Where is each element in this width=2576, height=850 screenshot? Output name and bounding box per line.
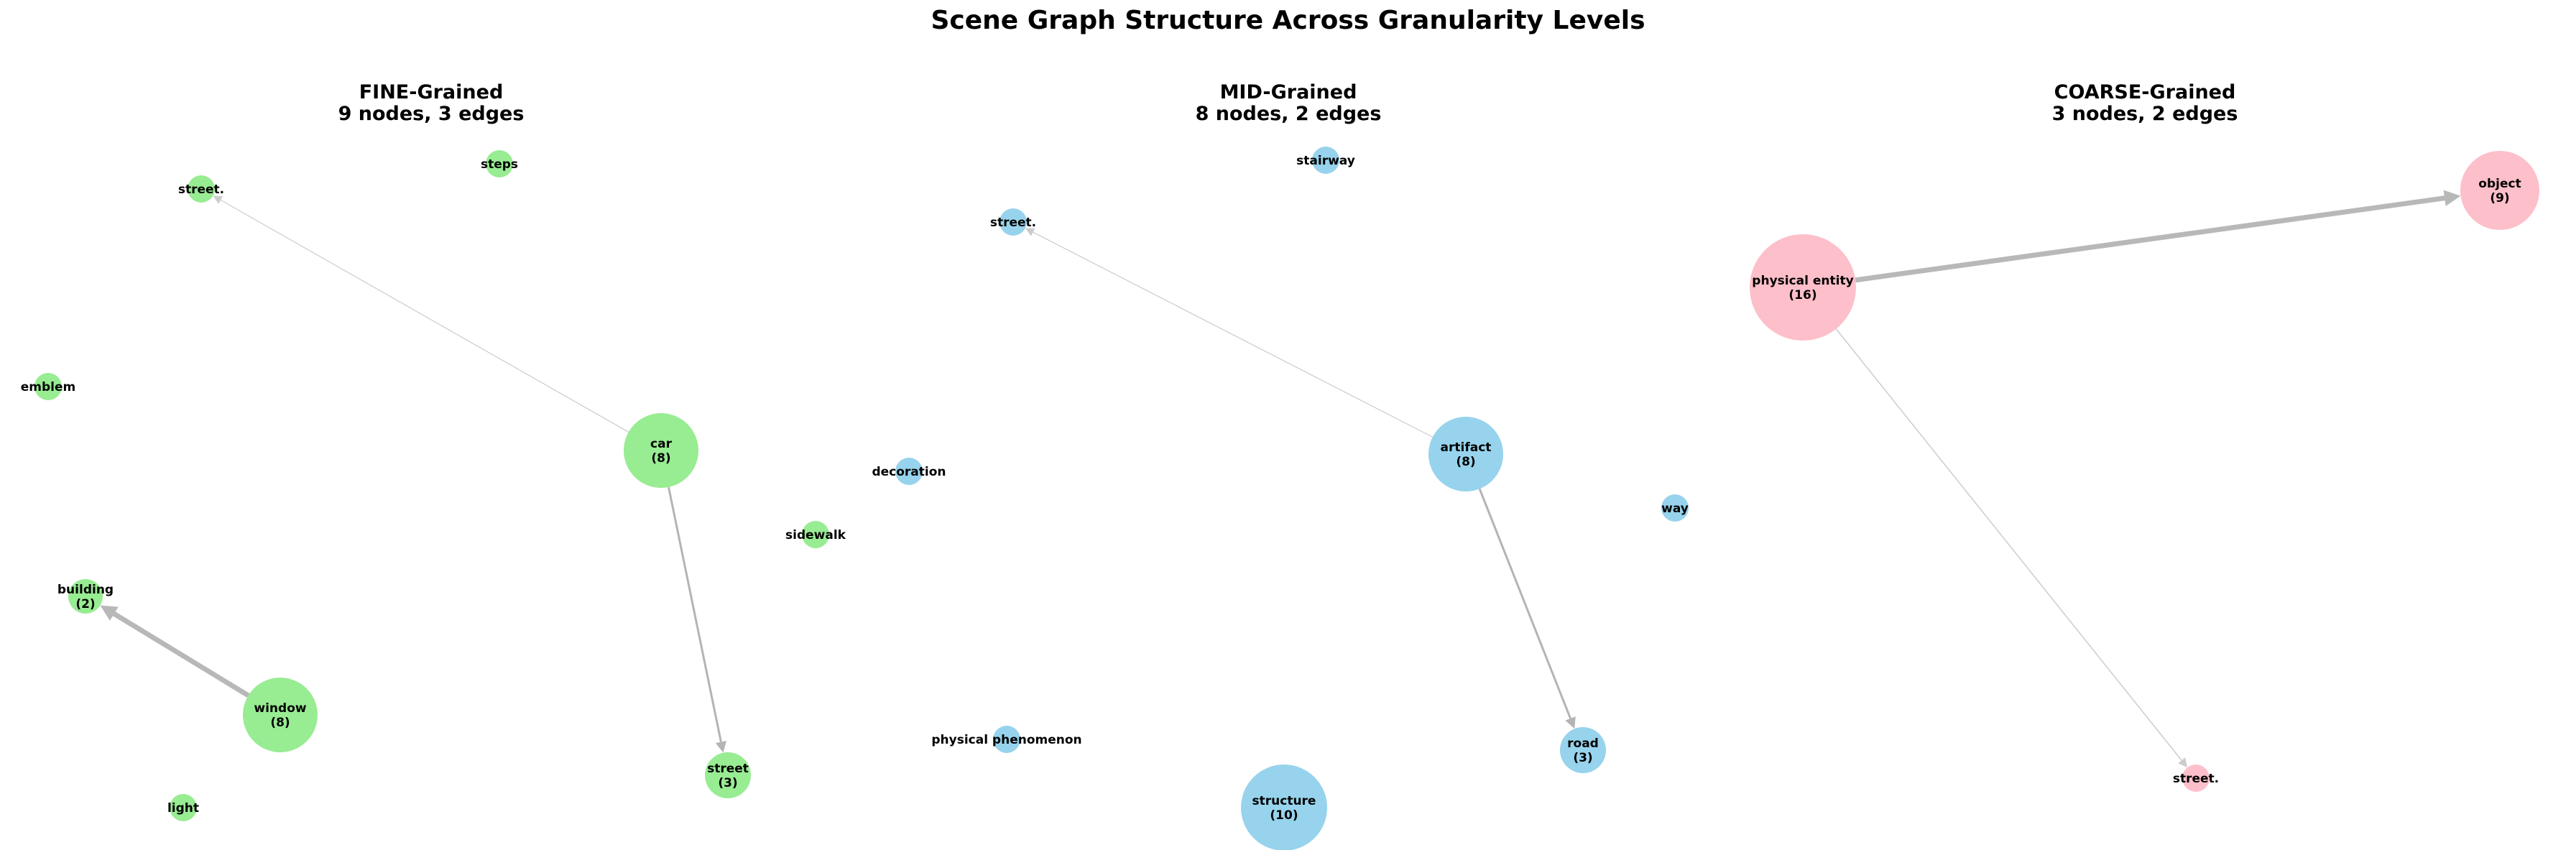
node-coarse-object[interactable] bbox=[2460, 151, 2539, 230]
node-name: emblem bbox=[21, 380, 75, 394]
node-fine-street_dot[interactable] bbox=[188, 175, 215, 203]
node-label-fine-street: street (3) bbox=[707, 762, 749, 790]
node-count: (16) bbox=[1788, 288, 1816, 302]
node-name: artifact bbox=[1441, 440, 1492, 455]
node-fine-street[interactable] bbox=[705, 752, 751, 798]
node-name: light bbox=[167, 801, 199, 816]
node-label-mid-street_dot: street. bbox=[990, 216, 1036, 230]
edge-arrowhead-coarse-object bbox=[2443, 190, 2461, 206]
node-count: (8) bbox=[651, 451, 670, 466]
edge-mid-artifact-to-road bbox=[1478, 488, 1571, 719]
node-name: sidewalk bbox=[785, 528, 846, 542]
node-label-mid-decoration: decoration bbox=[872, 465, 946, 479]
node-fine-building[interactable] bbox=[68, 579, 103, 614]
node-count: (2) bbox=[75, 597, 95, 611]
node-name: steps bbox=[481, 157, 518, 172]
edge-arrowhead-fine-building bbox=[100, 605, 119, 621]
node-label-fine-emblem: emblem bbox=[21, 380, 75, 394]
panel-title-fine: FINE-Grained 9 nodes, 3 edges bbox=[108, 82, 754, 125]
figure-title: Scene Graph Structure Across Granularity… bbox=[931, 6, 1645, 35]
node-fine-emblem[interactable] bbox=[34, 373, 62, 400]
node-mid-structure[interactable] bbox=[1241, 764, 1327, 850]
node-label-mid-physical_phenomenon: physical phenomenon bbox=[931, 733, 1081, 747]
panel-title-fine-stats: 9 nodes, 3 edges bbox=[338, 103, 525, 125]
node-name: building bbox=[57, 583, 114, 597]
node-name: structure bbox=[1252, 794, 1316, 808]
node-name: car bbox=[650, 437, 673, 451]
panel-title-coarse: COARSE-Grained 3 nodes, 2 edges bbox=[1822, 82, 2468, 125]
node-label-fine-building: building (2) bbox=[57, 583, 114, 611]
node-fine-light[interactable] bbox=[170, 794, 197, 821]
edge-coarse-physical_entity-to-street_dot bbox=[1835, 328, 2182, 761]
node-label-mid-way: way bbox=[1661, 502, 1689, 516]
node-name: physical entity bbox=[1752, 274, 1853, 288]
edge-mid-artifact-to-street_dot bbox=[1033, 231, 1434, 438]
edge-coarse-physical_entity-to-object bbox=[1855, 195, 2445, 283]
node-label-fine-light: light bbox=[167, 801, 199, 816]
panel-title-mid-heading: MID-Grained bbox=[1219, 81, 1357, 103]
node-count: (8) bbox=[1456, 455, 1475, 469]
node-count: (3) bbox=[1573, 751, 1592, 765]
node-label-mid-structure: structure (10) bbox=[1252, 794, 1316, 823]
node-label-coarse-physical_entity: physical entity (16) bbox=[1752, 274, 1853, 302]
node-label-coarse-street_dot: street. bbox=[2173, 772, 2219, 786]
panel-title-mid-stats: 8 nodes, 2 edges bbox=[1195, 103, 1382, 125]
node-fine-window[interactable] bbox=[243, 678, 318, 752]
panel-title-coarse-heading: COARSE-Grained bbox=[2054, 81, 2236, 103]
edge-fine-car-to-street_dot bbox=[220, 199, 629, 433]
node-label-mid-road: road (3) bbox=[1567, 736, 1599, 765]
node-count: (9) bbox=[2490, 191, 2509, 205]
node-name: street. bbox=[2173, 772, 2219, 786]
node-fine-car[interactable] bbox=[624, 413, 698, 488]
node-name: street bbox=[707, 762, 749, 776]
node-mid-street_dot[interactable] bbox=[1000, 208, 1027, 236]
node-label-mid-stairway: stairway bbox=[1296, 154, 1355, 168]
edge-arrowhead-fine-street_dot bbox=[213, 195, 223, 204]
panel-title-coarse-stats: 3 nodes, 2 edges bbox=[2051, 103, 2238, 125]
nodes-layer bbox=[34, 147, 2539, 850]
edge-arrowhead-mid-street_dot bbox=[1025, 228, 1035, 236]
node-name: road bbox=[1567, 736, 1599, 751]
node-name: street. bbox=[178, 183, 224, 197]
node-label-fine-car: car (8) bbox=[650, 437, 673, 466]
node-coarse-physical_entity[interactable] bbox=[1750, 234, 1856, 341]
node-fine-steps[interactable] bbox=[486, 150, 513, 177]
node-name: way bbox=[1661, 502, 1689, 516]
node-name: window bbox=[254, 701, 306, 716]
node-count: (10) bbox=[1270, 808, 1298, 823]
edge-fine-car-to-street bbox=[668, 486, 722, 742]
edges-layer bbox=[100, 190, 2461, 768]
node-mid-decoration[interactable] bbox=[895, 458, 923, 485]
node-label-fine-street_dot: street. bbox=[178, 183, 224, 197]
panel-title-mid: MID-Grained 8 nodes, 2 edges bbox=[965, 82, 1612, 125]
node-count: (8) bbox=[270, 716, 290, 730]
node-name: decoration bbox=[872, 465, 946, 479]
edge-fine-window-to-building bbox=[112, 611, 250, 698]
node-mid-physical_phenomenon[interactable] bbox=[993, 726, 1020, 753]
node-name: stairway bbox=[1296, 154, 1355, 168]
node-label-fine-steps: steps bbox=[481, 157, 518, 172]
edge-arrowhead-coarse-street_dot bbox=[2178, 757, 2188, 768]
node-mid-road[interactable] bbox=[1560, 727, 1606, 773]
node-mid-artifact[interactable] bbox=[1428, 417, 1503, 491]
panel-title-fine-heading: FINE-Grained bbox=[359, 81, 504, 103]
node-name: physical phenomenon bbox=[931, 733, 1081, 747]
edge-arrowhead-fine-street bbox=[715, 741, 726, 753]
node-label-coarse-object: object (9) bbox=[2478, 177, 2521, 205]
node-name: street. bbox=[990, 216, 1036, 230]
node-mid-stairway[interactable] bbox=[1312, 147, 1339, 174]
node-label-fine-sidewalk: sidewalk bbox=[785, 528, 846, 542]
node-coarse-street_dot[interactable] bbox=[2182, 764, 2210, 792]
node-name: object bbox=[2478, 177, 2521, 191]
node-count: (3) bbox=[718, 776, 737, 790]
node-label-mid-artifact: artifact (8) bbox=[1441, 440, 1492, 469]
edge-arrowhead-mid-road bbox=[1565, 716, 1576, 729]
node-mid-way[interactable] bbox=[1661, 494, 1689, 522]
node-fine-sidewalk[interactable] bbox=[802, 521, 829, 548]
node-label-fine-window: window (8) bbox=[254, 701, 306, 730]
